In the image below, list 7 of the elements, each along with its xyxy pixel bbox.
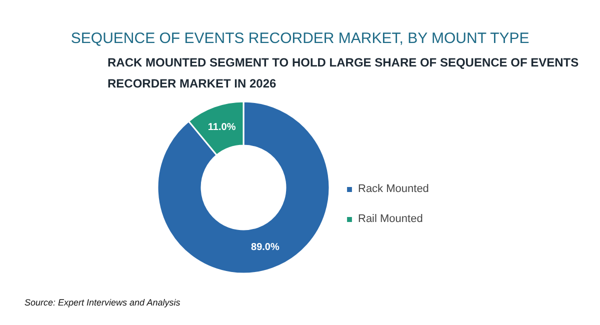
chart-title: SEQUENCE OF EVENTS RECORDER MARKET, BY MOUNT TYPE: [70, 30, 530, 47]
source-note: Source: Expert Interviews and Analysis: [24, 298, 181, 308]
data-label: 11.0%: [208, 122, 236, 133]
legend-label: Rail Mounted: [358, 213, 423, 225]
chart-subtitle: RACK MOUNTED SEGMENT TO HOLD LARGE SHARE OF SEQUENCE OF EVENTS RECORDER MARKET IN 2026: [108, 56, 579, 90]
data-label: 89.0%: [251, 242, 280, 254]
legend-label: Rack Mounted: [358, 183, 429, 195]
